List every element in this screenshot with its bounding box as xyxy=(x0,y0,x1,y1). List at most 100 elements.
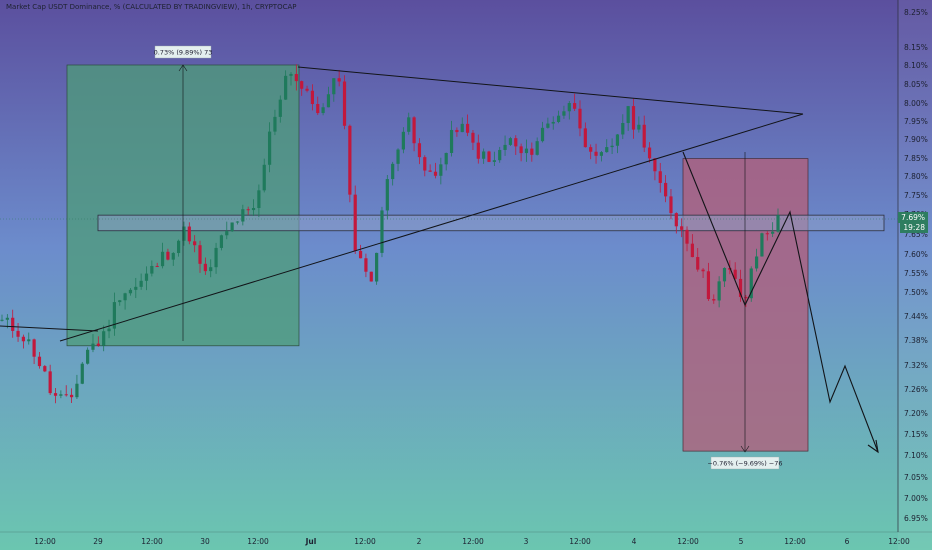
candle-body xyxy=(744,296,748,299)
candle-body xyxy=(626,106,630,124)
time-tick-label: Jul xyxy=(305,537,317,546)
candle-body xyxy=(482,151,486,159)
candle-body xyxy=(69,394,74,398)
prior-support-line[interactable] xyxy=(0,325,99,332)
price-tick-label: 7.95% xyxy=(904,117,928,126)
candle-body xyxy=(556,115,561,122)
time-tick-label: 3 xyxy=(524,537,529,546)
time-tick-label: 12:00 xyxy=(354,537,376,546)
candle-body xyxy=(423,157,427,171)
candle-body xyxy=(776,215,780,232)
candle-body xyxy=(353,194,357,251)
candle-body xyxy=(492,160,496,162)
candle-body xyxy=(535,141,539,155)
candle-body xyxy=(567,103,571,112)
candle-body xyxy=(583,128,587,148)
candle-body xyxy=(498,149,502,161)
candle-body xyxy=(310,90,314,105)
price-tick-label: 7.44% xyxy=(904,312,928,321)
price-tick-label: 8.05% xyxy=(904,80,928,89)
candle-body xyxy=(738,278,743,297)
candle-body xyxy=(530,148,534,155)
candle-body xyxy=(193,241,197,246)
candle-body xyxy=(43,366,47,372)
candle-body xyxy=(578,108,582,129)
candle-body xyxy=(594,151,598,156)
candle-body xyxy=(305,88,309,91)
candle-body xyxy=(160,251,165,267)
price-tick-label: 7.20% xyxy=(904,409,928,418)
countdown-badge: 19:28 xyxy=(900,222,928,233)
candle-body xyxy=(112,302,116,329)
candle-body xyxy=(48,371,52,394)
candle-body xyxy=(610,145,614,148)
candle-body xyxy=(562,111,566,116)
candle-body xyxy=(300,81,304,89)
candle-body xyxy=(348,125,352,195)
descending-trendline[interactable] xyxy=(297,66,804,115)
time-tick-label: 12:00 xyxy=(462,537,484,546)
candle-body xyxy=(251,207,256,211)
candle-body xyxy=(508,138,513,145)
candle-body xyxy=(524,148,529,154)
candle-body xyxy=(674,213,678,227)
candle-body xyxy=(476,142,480,159)
candle-body xyxy=(321,107,325,114)
candle-body xyxy=(642,124,646,148)
candle-body xyxy=(37,356,42,367)
candle-body xyxy=(637,124,641,130)
candle-body xyxy=(155,265,159,267)
candle-body xyxy=(573,103,577,109)
candle-body xyxy=(118,300,122,303)
last-price-badge: 7.69% xyxy=(898,212,928,223)
candle-body xyxy=(246,209,250,211)
candle-body xyxy=(396,149,400,164)
price-tick-label: 6.95% xyxy=(904,514,928,523)
candle-body xyxy=(653,158,657,172)
candle-body xyxy=(107,328,111,332)
short-measure-arrowhead xyxy=(740,445,750,453)
candle-body xyxy=(760,233,764,257)
price-tick-label: 8.00% xyxy=(904,99,928,108)
long-measure-label: 0.73% (9.89%) 73 xyxy=(154,49,213,57)
price-tick-label: 7.38% xyxy=(904,336,928,345)
candle-body xyxy=(589,147,593,152)
projection-path[interactable] xyxy=(682,151,879,453)
candle-body xyxy=(385,179,389,211)
candle-body xyxy=(412,117,416,144)
time-tick-label: 12:00 xyxy=(784,537,806,546)
candle-body xyxy=(241,209,245,222)
candle-body xyxy=(503,144,507,150)
candle-body xyxy=(214,247,218,268)
candle-body xyxy=(685,229,689,244)
support-resistance-zone[interactable] xyxy=(97,214,885,232)
candle-body xyxy=(647,147,652,159)
candle-body xyxy=(257,190,261,208)
candle-body xyxy=(278,99,282,117)
candle-body xyxy=(80,363,84,384)
candle-body xyxy=(733,269,737,279)
candle-body xyxy=(551,121,555,124)
candle-body xyxy=(487,151,491,162)
time-tick-label: 12:00 xyxy=(141,537,163,546)
candle-body xyxy=(5,317,9,320)
candle-body xyxy=(96,343,100,346)
candle-body xyxy=(471,132,475,143)
candle-body xyxy=(187,226,191,242)
candle-body xyxy=(139,280,143,287)
candle-body xyxy=(514,138,518,147)
short-measure-label: −0.76% (−9.69%) −76 xyxy=(707,460,782,468)
price-tick-label: 7.55% xyxy=(904,269,928,278)
price-tick-label: 7.65% xyxy=(904,230,928,239)
candle-body xyxy=(182,226,186,241)
candle-body xyxy=(706,271,711,300)
time-tick-label: 12:00 xyxy=(247,537,269,546)
candle-body xyxy=(235,221,240,223)
candle-body xyxy=(86,349,90,364)
candle-body xyxy=(32,339,36,357)
time-tick-label: 30 xyxy=(200,537,210,546)
ascending-trendline[interactable] xyxy=(59,113,804,342)
candle-body xyxy=(144,273,149,281)
candle-body xyxy=(134,286,138,290)
